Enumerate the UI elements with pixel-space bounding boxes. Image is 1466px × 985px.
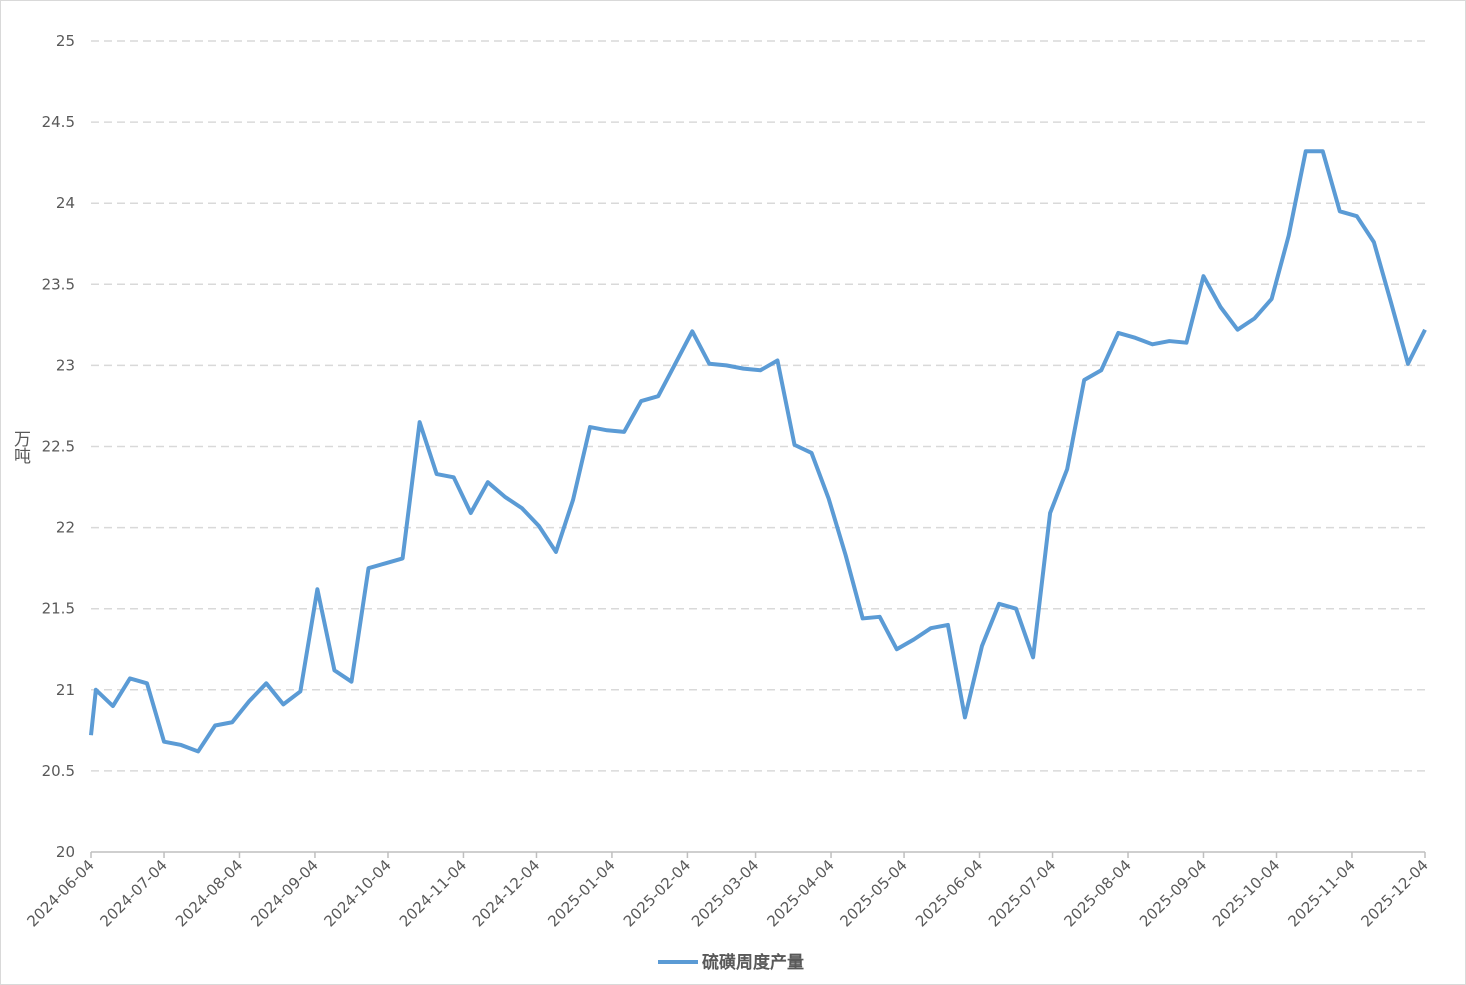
y-tick-label: 22.5 xyxy=(42,438,75,456)
y-tick-label: 20 xyxy=(56,843,75,861)
y-tick-label: 21.5 xyxy=(42,600,75,618)
line xyxy=(89,149,1427,754)
y-tick-label: 20.5 xyxy=(42,762,75,780)
y-tick-label: 22 xyxy=(56,519,75,537)
y-tick-label: 24.5 xyxy=(42,113,75,131)
y-axis-label: 万吨 xyxy=(10,430,31,464)
legend-label: 硫磺周度产量 xyxy=(702,952,804,973)
y-tick-label: 23 xyxy=(56,356,75,374)
y-tick-label: 23.5 xyxy=(42,275,75,293)
y-tick-label: 24 xyxy=(56,194,75,212)
y-tick-label: 25 xyxy=(56,32,75,50)
y-tick-label: 21 xyxy=(56,681,75,699)
